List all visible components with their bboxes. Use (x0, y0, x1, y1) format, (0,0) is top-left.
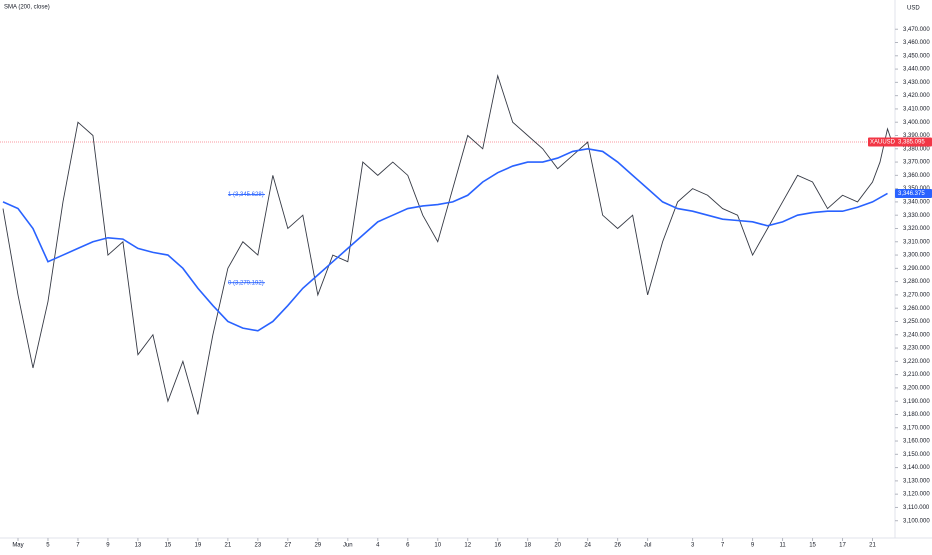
y-tick-label: 3,170.000 (903, 425, 930, 431)
x-tick-label: 13 (135, 543, 142, 549)
x-tick-label: 16 (494, 543, 501, 549)
x-tick-label: 23 (255, 543, 262, 549)
y-tick-label: 3,380.000 (903, 146, 930, 152)
y-tick-label: 3,160.000 (903, 439, 930, 445)
x-tick-label: 5 (46, 543, 50, 549)
y-tick-label: 3,230.000 (903, 346, 930, 352)
currency-label: USD (907, 6, 920, 12)
y-tick-label: 3,440.000 (903, 67, 930, 73)
y-tick-label: 3,340.000 (903, 199, 930, 205)
y-tick-label: 3,290.000 (903, 266, 930, 272)
symbol-label: XAUUSD (870, 140, 896, 146)
x-tick-label: 17 (839, 543, 846, 549)
y-tick-label: 3,410.000 (903, 107, 930, 113)
y-tick-label: 3,100.000 (903, 518, 930, 524)
y-tick-label: 3,270.000 (903, 292, 930, 298)
price-badge-label: 3,385.095 (898, 140, 925, 146)
x-tick-label: Jun (343, 543, 353, 549)
x-tick-label: 9 (106, 543, 110, 549)
y-tick-label: 3,250.000 (903, 319, 930, 325)
x-tick-label: Jul (644, 543, 652, 549)
y-tick-label: 3,310.000 (903, 239, 930, 245)
y-tick-label: 3,430.000 (903, 80, 930, 86)
y-tick-label: 3,370.000 (903, 160, 930, 166)
y-tick-label: 3,470.000 (903, 27, 930, 33)
y-tick-label: 3,140.000 (903, 465, 930, 471)
y-tick-label: 3,110.000 (903, 505, 930, 511)
y-tick-label: 3,220.000 (903, 359, 930, 365)
price-line-series (2, 73, 893, 415)
y-tick-label: 3,240.000 (903, 332, 930, 338)
y-tick-label: 3,120.000 (903, 492, 930, 498)
x-tick-label: 10 (434, 543, 441, 549)
y-tick-label: 3,460.000 (903, 40, 930, 46)
x-tick-label: 24 (584, 543, 591, 549)
x-tick-label: 18 (524, 543, 531, 549)
x-tick-label: 19 (195, 543, 202, 549)
x-tick-label: 12 (464, 543, 471, 549)
price-badge (895, 188, 932, 198)
x-tick-label: 3 (691, 543, 695, 549)
x-tick-label: 4 (376, 543, 380, 549)
y-tick-label: 3,200.000 (903, 385, 930, 391)
fib-label: 0 (3,279.192) (228, 280, 264, 286)
y-tick-label: 3,180.000 (903, 412, 930, 418)
x-tick-label: 9 (751, 543, 755, 549)
y-tick-label: 3,280.000 (903, 279, 930, 285)
x-tick-label: 21 (225, 543, 232, 549)
price-badge-label: 3,346.375 (898, 191, 925, 197)
x-tick-label: 15 (165, 543, 172, 549)
y-tick-label: 3,210.000 (903, 372, 930, 378)
sma-line (2, 147, 888, 332)
y-tick-label: 3,190.000 (903, 399, 930, 405)
y-tick-label: 3,360.000 (903, 173, 930, 179)
y-tick-label: 3,150.000 (903, 452, 930, 458)
price-badge (868, 137, 932, 147)
x-tick-label: 21 (869, 543, 876, 549)
x-tick-label: 27 (284, 543, 291, 549)
x-tick-label: May (12, 543, 23, 549)
y-tick-label: 3,420.000 (903, 93, 930, 99)
y-tick-label: 3,300.000 (903, 253, 930, 259)
y-tick-label: 3,320.000 (903, 226, 930, 232)
x-tick-label: 15 (809, 543, 816, 549)
legend-entry: SMA (200, close) (4, 5, 50, 11)
y-tick-label: 3,130.000 (903, 478, 930, 484)
fib-label: 1 (3,345.628) (228, 192, 264, 198)
y-tick-label: 3,450.000 (903, 53, 930, 59)
y-tick-label: 3,260.000 (903, 306, 930, 312)
x-tick-label: 7 (721, 543, 725, 549)
y-tick-label: 3,400.000 (903, 120, 930, 126)
y-tick-label: 3,390.000 (903, 133, 930, 139)
x-tick-label: 11 (779, 543, 786, 549)
x-tick-label: 7 (76, 543, 80, 549)
y-tick-label: 3,330.000 (903, 213, 930, 219)
x-tick-label: 29 (314, 543, 321, 549)
x-tick-label: 6 (406, 543, 410, 549)
x-tick-label: 26 (614, 543, 621, 549)
x-tick-label: 20 (554, 543, 561, 549)
